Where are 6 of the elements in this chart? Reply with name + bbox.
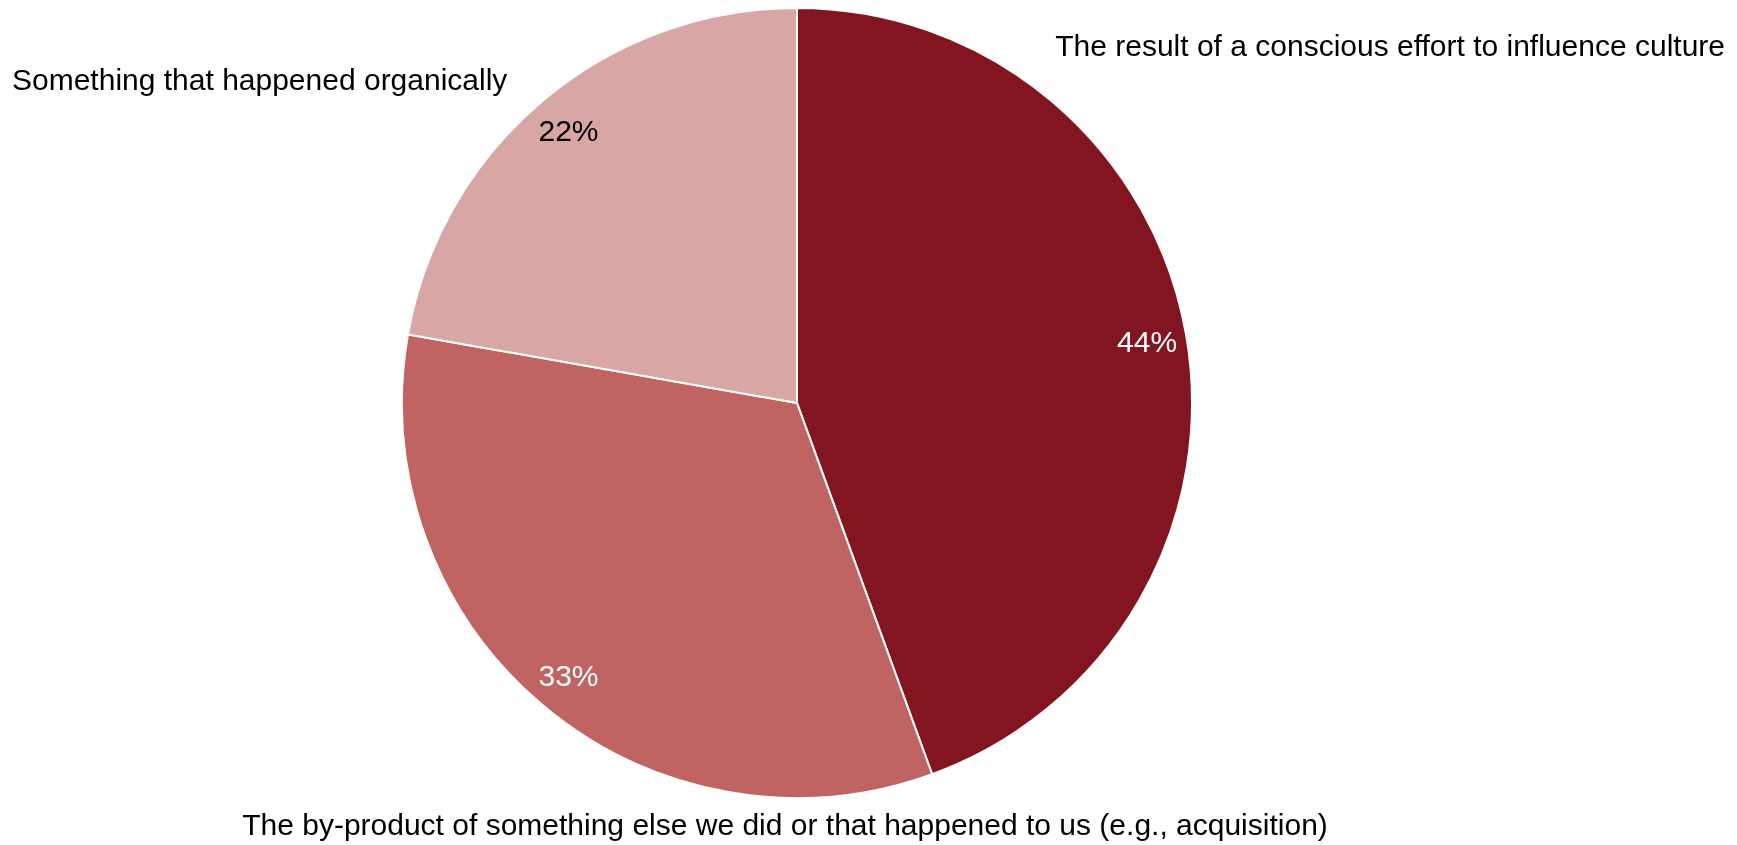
slice-label: The by-product of something else we did or that happened to us (e.g., acquisition) (242, 808, 1328, 841)
data-label: 44% (1117, 324, 1178, 358)
data-label: 22% (538, 114, 599, 148)
slice-label: Something that happened organically (12, 63, 508, 96)
data-label: 33% (538, 658, 599, 692)
slice-label: The result of a conscious effort to influence culture (1055, 29, 1725, 62)
